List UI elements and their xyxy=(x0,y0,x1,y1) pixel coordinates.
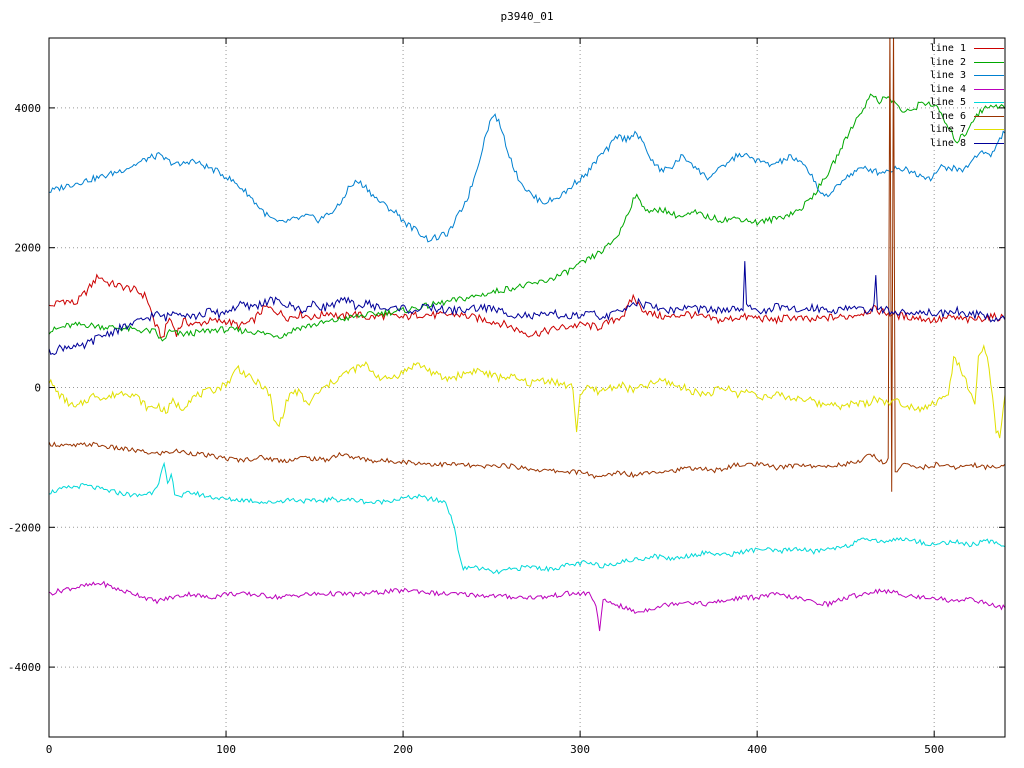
legend-label: line 4 xyxy=(929,83,966,95)
series-line-8 xyxy=(49,261,1005,356)
legend-label: line 6 xyxy=(929,110,966,122)
y-tick-label: 2000 xyxy=(15,242,42,255)
series-line-5 xyxy=(49,461,1005,575)
legend-item: line 8 xyxy=(930,137,1004,151)
legend-swatch xyxy=(974,75,1004,77)
legend-item: line 3 xyxy=(930,69,1004,83)
x-tick-label: 200 xyxy=(393,743,413,756)
legend-item: line 6 xyxy=(930,110,1004,124)
legend-label: line 5 xyxy=(929,97,966,108)
legend-label: line 2 xyxy=(929,56,966,68)
series-line-4 xyxy=(49,580,1005,632)
legend-item: line 7 xyxy=(930,123,1004,137)
legend-item: line 5 xyxy=(930,96,1004,110)
legend-label: line 8 xyxy=(929,137,966,149)
legend: line 1 line 2 line 3 line 4 line 5 line 6 line… xyxy=(930,42,1004,150)
y-tick-label: -4000 xyxy=(8,661,41,674)
x-tick-label: 400 xyxy=(747,743,767,756)
legend-swatch xyxy=(974,88,1004,90)
legend-swatch xyxy=(974,129,1004,131)
x-tick-label: 0 xyxy=(46,743,53,756)
series-line-7 xyxy=(49,344,1005,439)
chart-title: p3940_01 xyxy=(500,10,554,23)
legend-label: line 3 xyxy=(929,70,966,81)
legend-swatch xyxy=(974,115,1004,117)
series-line-3 xyxy=(49,113,1005,243)
y-tick-label: 0 xyxy=(34,382,41,395)
x-tick-label: 500 xyxy=(924,743,944,756)
y-tick-label: -2000 xyxy=(8,521,41,534)
y-tick-label: 4000 xyxy=(15,102,42,115)
x-tick-label: 300 xyxy=(570,743,590,756)
legend-item: line 2 xyxy=(930,56,1004,70)
series-line-6 xyxy=(49,38,1005,492)
legend-swatch xyxy=(974,102,1004,104)
legend-swatch xyxy=(974,48,1004,50)
legend-item: line 4 xyxy=(930,83,1004,97)
series-line-1 xyxy=(49,273,1005,339)
series-line-2 xyxy=(49,93,1005,342)
legend-swatch xyxy=(974,61,1004,63)
x-tick-label: 100 xyxy=(216,743,236,756)
legend-label: line 1 xyxy=(929,43,966,54)
legend-item: line 1 xyxy=(930,42,1004,56)
legend-swatch xyxy=(974,142,1004,144)
legend-label: line 7 xyxy=(929,124,966,135)
